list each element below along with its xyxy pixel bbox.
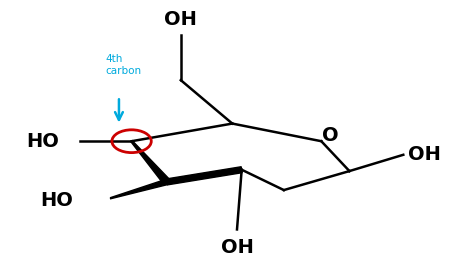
Text: OH: OH [164, 10, 197, 29]
Text: HO: HO [26, 132, 59, 151]
Text: OH: OH [408, 145, 441, 164]
Polygon shape [166, 167, 242, 185]
Polygon shape [131, 141, 170, 184]
Text: HO: HO [40, 191, 73, 211]
Text: OH: OH [220, 238, 254, 257]
Text: 4th
carbon: 4th carbon [106, 55, 142, 76]
Polygon shape [110, 179, 167, 199]
Text: O: O [322, 126, 339, 145]
